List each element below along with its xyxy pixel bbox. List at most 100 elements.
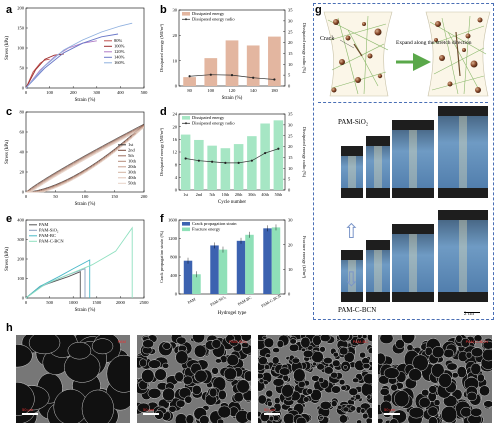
pore xyxy=(218,389,227,401)
nanoparticle xyxy=(475,87,481,93)
series-PAM-C-BCN xyxy=(25,226,133,299)
pore xyxy=(288,343,300,352)
pore xyxy=(323,366,334,375)
x-tick-label: 1000 xyxy=(69,300,79,305)
pore xyxy=(401,335,416,345)
point-ratio xyxy=(264,151,267,155)
bar-energy xyxy=(247,136,257,190)
panel-label-e: e xyxy=(6,213,13,225)
series-PAM xyxy=(25,271,81,299)
pore xyxy=(211,367,219,375)
scale-bar-2cm xyxy=(464,312,480,313)
crack-pointer xyxy=(339,39,355,49)
cycle-load-40th xyxy=(25,127,145,193)
bar-energy xyxy=(273,120,284,190)
y-tick-label: 400 xyxy=(17,218,25,223)
pore xyxy=(339,346,349,356)
pore xyxy=(366,394,372,400)
y-tick-label: 20 xyxy=(288,144,293,149)
panel-label-a: a xyxy=(6,4,13,16)
pore xyxy=(162,342,172,350)
pore xyxy=(319,346,326,353)
plot-frame xyxy=(25,7,145,89)
y-axis-label: Stress (kPa) xyxy=(5,247,10,271)
pore xyxy=(460,337,471,348)
y-tick-label: 0 xyxy=(22,86,25,91)
pore xyxy=(16,344,33,368)
pore xyxy=(272,378,285,387)
panel-label-f: f xyxy=(160,213,164,225)
x-tick-label: 2500 xyxy=(140,300,150,305)
pore xyxy=(302,396,310,403)
x-axis-label: Strain (%) xyxy=(75,98,96,103)
nanoparticle xyxy=(439,55,445,61)
pore xyxy=(141,369,155,384)
x-tick-label: 1st xyxy=(183,192,189,197)
pore xyxy=(356,419,362,423)
gel-sample xyxy=(409,234,417,292)
series-80% xyxy=(25,58,50,89)
y-tick-label: 400 xyxy=(170,273,178,278)
sem-sample-label: PAM xyxy=(117,339,126,344)
pore xyxy=(418,397,431,409)
pore xyxy=(236,379,250,394)
x-tick-label: 10th xyxy=(222,192,230,197)
y-axis-label: Stress (kPa) xyxy=(5,140,10,164)
panel-g-divider xyxy=(318,102,488,103)
sem-scale-label: 50 μm xyxy=(143,407,155,412)
pore xyxy=(330,371,338,379)
pore xyxy=(379,335,394,345)
bar-energy xyxy=(225,40,239,86)
point-ratio xyxy=(184,157,187,160)
bar-energy xyxy=(204,58,218,86)
cycle-load-2nd xyxy=(25,124,145,193)
cycle-unload-30th xyxy=(26,126,145,193)
y-axis-label: Crack propagation strain (%) xyxy=(159,230,164,283)
x-tick-label: 400 xyxy=(117,90,125,95)
pore xyxy=(421,389,430,397)
pore xyxy=(291,357,301,364)
point-ratio xyxy=(273,78,276,81)
pore xyxy=(174,413,188,423)
clamp xyxy=(438,106,488,116)
cycle-load-5th xyxy=(25,124,145,193)
pore xyxy=(147,387,162,399)
x-tick-label: 0 xyxy=(25,90,28,95)
pore xyxy=(300,336,311,349)
y-tick-label: 20 xyxy=(288,40,293,45)
pore xyxy=(162,362,170,369)
cycle-load-50th xyxy=(25,127,145,193)
x-tick-label: 100 xyxy=(82,194,90,199)
nanoparticle xyxy=(374,28,382,36)
pore xyxy=(174,371,184,382)
nanoparticle xyxy=(367,53,373,59)
crack-label: Crack xyxy=(320,36,334,42)
nanoparticle xyxy=(345,35,351,41)
legend-swatch xyxy=(182,227,190,232)
y-tick-label: 0 xyxy=(175,188,178,193)
bar-energy xyxy=(180,134,191,190)
x-tick-label: 100 xyxy=(46,90,54,95)
pore xyxy=(268,415,275,422)
pore xyxy=(367,347,372,354)
bar-energy xyxy=(194,139,204,190)
series-140% xyxy=(25,33,119,89)
bar-fracture-energy xyxy=(192,274,201,294)
y-tick-label: 20 xyxy=(288,242,293,247)
pore xyxy=(258,372,264,380)
pore xyxy=(367,335,372,342)
pore xyxy=(296,416,307,423)
pore xyxy=(360,407,366,414)
pore xyxy=(300,347,306,352)
pore xyxy=(357,335,363,339)
pore xyxy=(283,412,295,423)
legend-marker xyxy=(185,18,187,21)
pore xyxy=(289,338,297,345)
clamp xyxy=(438,292,488,302)
x-tick-label: 120 xyxy=(229,88,237,93)
series-PAM-BC xyxy=(25,259,91,299)
legend-label: PAM-BC xyxy=(39,233,56,238)
point-ratio xyxy=(230,74,234,77)
y-tick-label: 40 xyxy=(20,150,25,155)
pore xyxy=(162,387,176,402)
